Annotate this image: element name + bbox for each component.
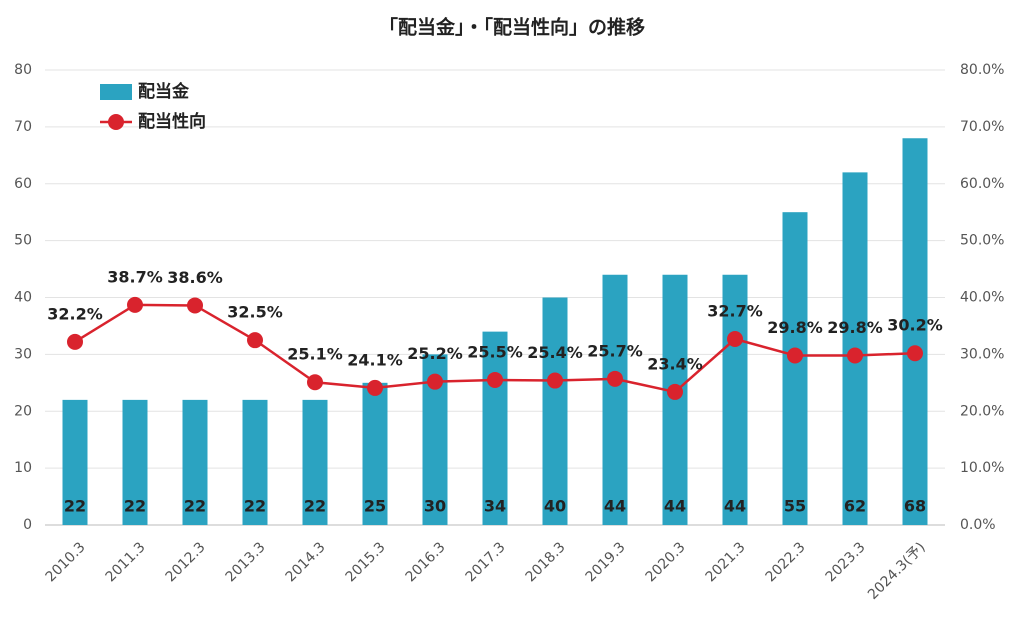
x-tick-label: 2010.3 [43, 539, 89, 585]
bar-value-label: 22 [304, 497, 326, 516]
x-tick-label: 2021.3 [703, 539, 749, 585]
x-tick-label: 2020.3 [643, 539, 689, 585]
x-tick-label: 2018.3 [523, 539, 569, 585]
bar [602, 274, 628, 525]
bar [242, 399, 268, 525]
y-tick-label: 60 [14, 176, 32, 192]
line-value-label: 25.4% [527, 343, 583, 362]
bar [482, 331, 508, 525]
line-value-label: 32.2% [47, 304, 103, 323]
bar [62, 399, 88, 525]
line-point [187, 297, 203, 314]
x-tick-label: 2014.3 [283, 539, 329, 585]
line-value-label: 32.7% [707, 302, 763, 321]
legend-swatch [100, 84, 132, 100]
x-tick-label: 2023.3 [823, 539, 869, 585]
line-point [907, 345, 923, 362]
legend-label: 配当金 [138, 81, 190, 102]
y2-tick-label: 0.0% [960, 517, 996, 533]
line-point [307, 374, 323, 391]
line-value-label: 25.2% [407, 344, 463, 363]
x-tick-label: 2017.3 [463, 539, 509, 585]
line-value-label: 25.7% [587, 341, 643, 360]
x-tick-label: 2011.3 [103, 539, 149, 585]
y-tick-label: 0 [23, 517, 32, 533]
bar-value-label: 22 [124, 497, 146, 516]
bar-value-label: 22 [184, 497, 206, 516]
bar [122, 399, 148, 525]
x-tick-label: 2013.3 [223, 539, 269, 585]
y2-tick-label: 50.0% [960, 233, 1004, 249]
y2-tick-label: 40.0% [960, 290, 1004, 306]
line-point [247, 332, 263, 349]
x-tick-label: 2022.3 [763, 539, 809, 585]
line-point [127, 296, 143, 313]
line-value-label: 23.4% [647, 354, 703, 373]
bar-value-label: 22 [244, 497, 266, 516]
bar [362, 382, 388, 525]
bar-value-label: 62 [844, 497, 866, 516]
y-tick-label: 70 [14, 119, 32, 135]
line-value-label: 29.8% [767, 318, 823, 337]
line-value-label: 30.2% [887, 316, 943, 335]
x-tick-label: 2019.3 [583, 539, 629, 585]
line-value-label: 29.8% [827, 318, 883, 337]
bar-value-label: 25 [364, 497, 386, 516]
line-point [547, 372, 563, 389]
line-value-label: 38.7% [107, 267, 163, 286]
y2-tick-label: 30.0% [960, 346, 1004, 362]
y-tick-label: 10 [14, 460, 32, 476]
line-value-label: 38.6% [167, 268, 223, 287]
bar-value-label: 34 [484, 497, 506, 516]
bar [302, 399, 328, 525]
line-value-label: 25.1% [287, 345, 343, 364]
line-point [667, 383, 683, 400]
bar-value-label: 55 [784, 497, 806, 516]
bar-value-label: 44 [724, 497, 746, 516]
bar [182, 399, 208, 525]
line-point [67, 333, 83, 350]
line-point [607, 370, 623, 387]
x-tick-label: 2015.3 [343, 539, 389, 585]
bar-value-label: 68 [904, 497, 926, 516]
y2-tick-label: 20.0% [960, 403, 1004, 419]
line-point [787, 347, 803, 364]
x-tick-label: 2012.3 [163, 539, 209, 585]
x-tick-label: 2016.3 [403, 539, 449, 585]
bar [782, 212, 808, 525]
bar [722, 274, 748, 525]
y-tick-label: 80 [14, 62, 32, 78]
y2-tick-label: 80.0% [960, 62, 1004, 78]
bar-value-label: 44 [604, 497, 626, 516]
line-value-label: 25.5% [467, 342, 523, 361]
bar [902, 138, 928, 525]
y-tick-label: 40 [14, 290, 32, 306]
line-point [847, 347, 863, 364]
bar-value-label: 44 [664, 497, 686, 516]
bar-value-label: 40 [544, 497, 566, 516]
y2-tick-label: 70.0% [960, 119, 1004, 135]
bar-value-label: 22 [64, 497, 86, 516]
line-value-label: 24.1% [347, 350, 403, 369]
line-value-label: 32.5% [227, 303, 283, 322]
line-point [367, 379, 383, 396]
bar-value-label: 30 [424, 497, 446, 516]
y-tick-label: 50 [14, 233, 32, 249]
line-point [727, 331, 743, 348]
line-point [427, 373, 443, 390]
line-point [487, 371, 503, 388]
legend-label: 配当性向 [138, 111, 206, 132]
y-tick-label: 20 [14, 403, 32, 419]
x-tick-label: 2024.3(予) [865, 539, 929, 603]
legend-marker [108, 114, 124, 130]
bar [542, 297, 568, 525]
chart-title: 「配当金」・「配当性向」の推移 [379, 16, 645, 39]
y2-tick-label: 10.0% [960, 460, 1004, 476]
y-tick-label: 30 [14, 346, 32, 362]
y2-tick-label: 60.0% [960, 176, 1004, 192]
